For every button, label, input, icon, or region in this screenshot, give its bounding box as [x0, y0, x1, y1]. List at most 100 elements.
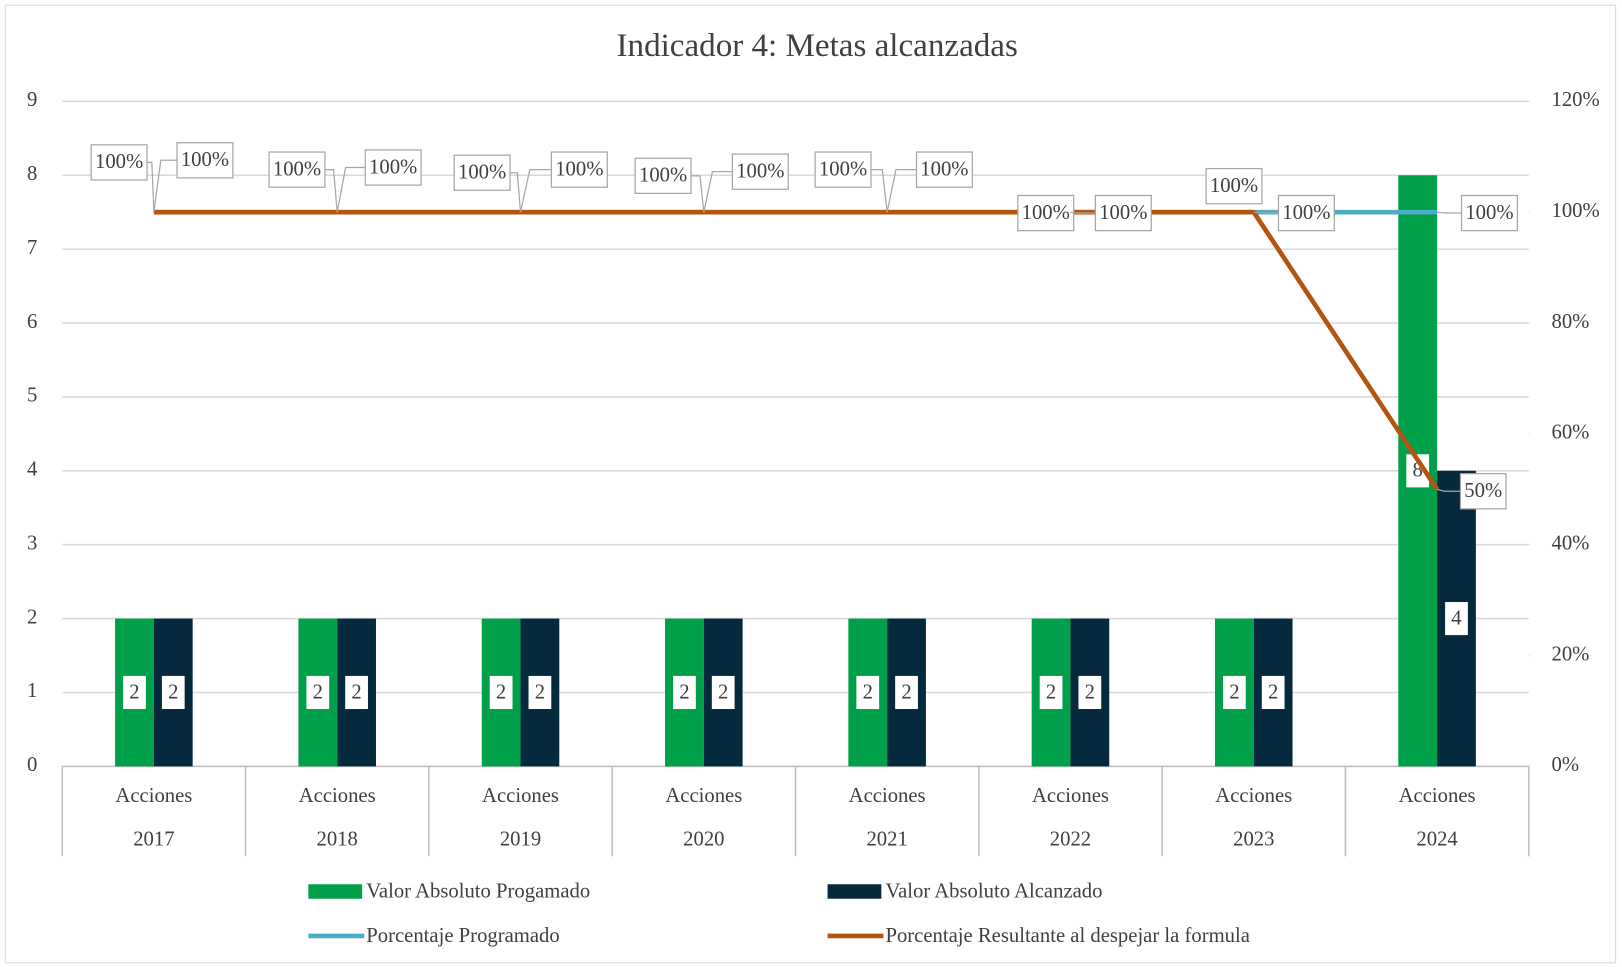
data-label-box [550, 151, 608, 188]
bar-label-box [1078, 675, 1102, 710]
bar-label-box [1406, 454, 1430, 488]
x-subcategory-label: Acciones [482, 785, 559, 807]
bar-label-box [1039, 675, 1063, 710]
data-label-box [364, 149, 422, 186]
y2-tick-label: 80% [1552, 311, 1590, 333]
data-label: 100% [273, 158, 321, 180]
y-tick-label: 1 [27, 680, 37, 702]
bar-label: 4 [1451, 607, 1462, 629]
label-leader [1070, 211, 1096, 214]
bar-label: 8 [1413, 460, 1423, 482]
data-label-box [1094, 194, 1152, 232]
x-tick-label: 2024 [1416, 829, 1458, 851]
data-label: 50% [1464, 480, 1502, 502]
data-label-box [90, 144, 148, 181]
bar-label: 2 [1085, 681, 1095, 703]
bar-label: 2 [168, 681, 178, 703]
data-label-box [176, 142, 234, 179]
bar-label-box [489, 675, 513, 710]
bar-label: 2 [1268, 681, 1278, 703]
y-tick-label: 9 [27, 89, 37, 111]
bar-label: 2 [901, 681, 911, 703]
bar-label: 2 [718, 681, 728, 703]
bar-label-box [161, 675, 185, 710]
y2-tick-label: 60% [1552, 422, 1590, 444]
bar-label-box [856, 675, 880, 710]
data-label-box [453, 154, 511, 191]
label-leader [336, 166, 366, 213]
data-label: 100% [555, 158, 603, 180]
data-label-box [1205, 167, 1263, 205]
data-label-box [1459, 473, 1507, 510]
bar-label: 2 [313, 681, 323, 703]
y-tick-label: 2 [27, 606, 37, 628]
x-subcategory-label: Acciones [1215, 785, 1292, 807]
x-tick-label: 2020 [683, 829, 724, 851]
label-leader [324, 168, 338, 213]
chart-border [4, 4, 1617, 964]
data-label: 100% [920, 158, 968, 180]
data-label: 100% [458, 161, 506, 183]
label-leader [886, 168, 917, 213]
x-subcategory-label: Acciones [849, 785, 926, 807]
legend-label: Valor Absoluto Alcanzado [885, 880, 1102, 902]
legend-swatch [308, 884, 363, 899]
bar-label: 2 [496, 681, 506, 703]
y2-tick-label: 40% [1552, 532, 1590, 554]
legend-swatch [827, 884, 882, 899]
label-leader [870, 168, 888, 213]
bar-label-box [1445, 602, 1468, 636]
legend-label: Porcentaje Resultante al despejar la for… [885, 925, 1249, 947]
bar-label: 2 [679, 681, 689, 703]
x-subcategory-label: Acciones [299, 785, 376, 807]
x-subcategory-label: Acciones [665, 785, 742, 807]
chart-title: Indicador 4: Metas alcanzadas [617, 28, 1018, 64]
data-label-box [1017, 194, 1075, 232]
y-tick-label: 3 [27, 532, 37, 554]
y2-tick-label: 100% [1552, 200, 1600, 222]
label-leader [1436, 488, 1461, 492]
bar-label-box [711, 675, 735, 710]
bar-label-box [1223, 675, 1246, 710]
bar-label-box [895, 675, 918, 710]
data-label-box [1460, 194, 1518, 232]
x-tick-label: 2023 [1233, 829, 1274, 851]
data-label: 100% [1282, 202, 1330, 224]
data-label-box [814, 151, 872, 188]
data-label: 100% [1022, 202, 1070, 224]
y-tick-label: 0 [27, 754, 37, 776]
legend-label: Porcentaje Programado [366, 925, 559, 947]
bar-label-box [528, 675, 552, 710]
label-leader [519, 168, 552, 213]
label-leader [703, 171, 733, 213]
data-label-box [634, 157, 692, 195]
label-leader [691, 175, 705, 213]
bar-label-box [1261, 675, 1285, 710]
label-leader [1253, 211, 1279, 214]
y-tick-label: 4 [27, 459, 38, 481]
x-tick-label: 2022 [1050, 829, 1091, 851]
y-tick-label: 6 [27, 311, 37, 333]
data-label: 100% [736, 160, 784, 182]
data-label: 100% [369, 156, 417, 178]
bar-label: 2 [351, 681, 361, 703]
y2-tick-label: 120% [1552, 89, 1600, 111]
data-label: 100% [1465, 202, 1513, 224]
x-tick-label: 2019 [500, 829, 541, 851]
data-label-box [1277, 194, 1335, 232]
data-label: 100% [181, 149, 229, 171]
x-tick-label: 2021 [866, 829, 907, 851]
data-label: 100% [95, 151, 143, 173]
bar-label-box [673, 675, 696, 710]
y-tick-label: 5 [27, 385, 37, 407]
x-subcategory-label: Acciones [1399, 785, 1476, 807]
x-subcategory-label: Acciones [115, 785, 192, 807]
data-label-box [731, 153, 789, 190]
label-leader [153, 159, 178, 213]
y2-tick-label: 0% [1552, 754, 1580, 776]
bar-label: 2 [129, 681, 139, 703]
y2-tick-label: 20% [1552, 643, 1590, 665]
data-label: 100% [639, 165, 687, 187]
data-label-box [915, 151, 973, 188]
